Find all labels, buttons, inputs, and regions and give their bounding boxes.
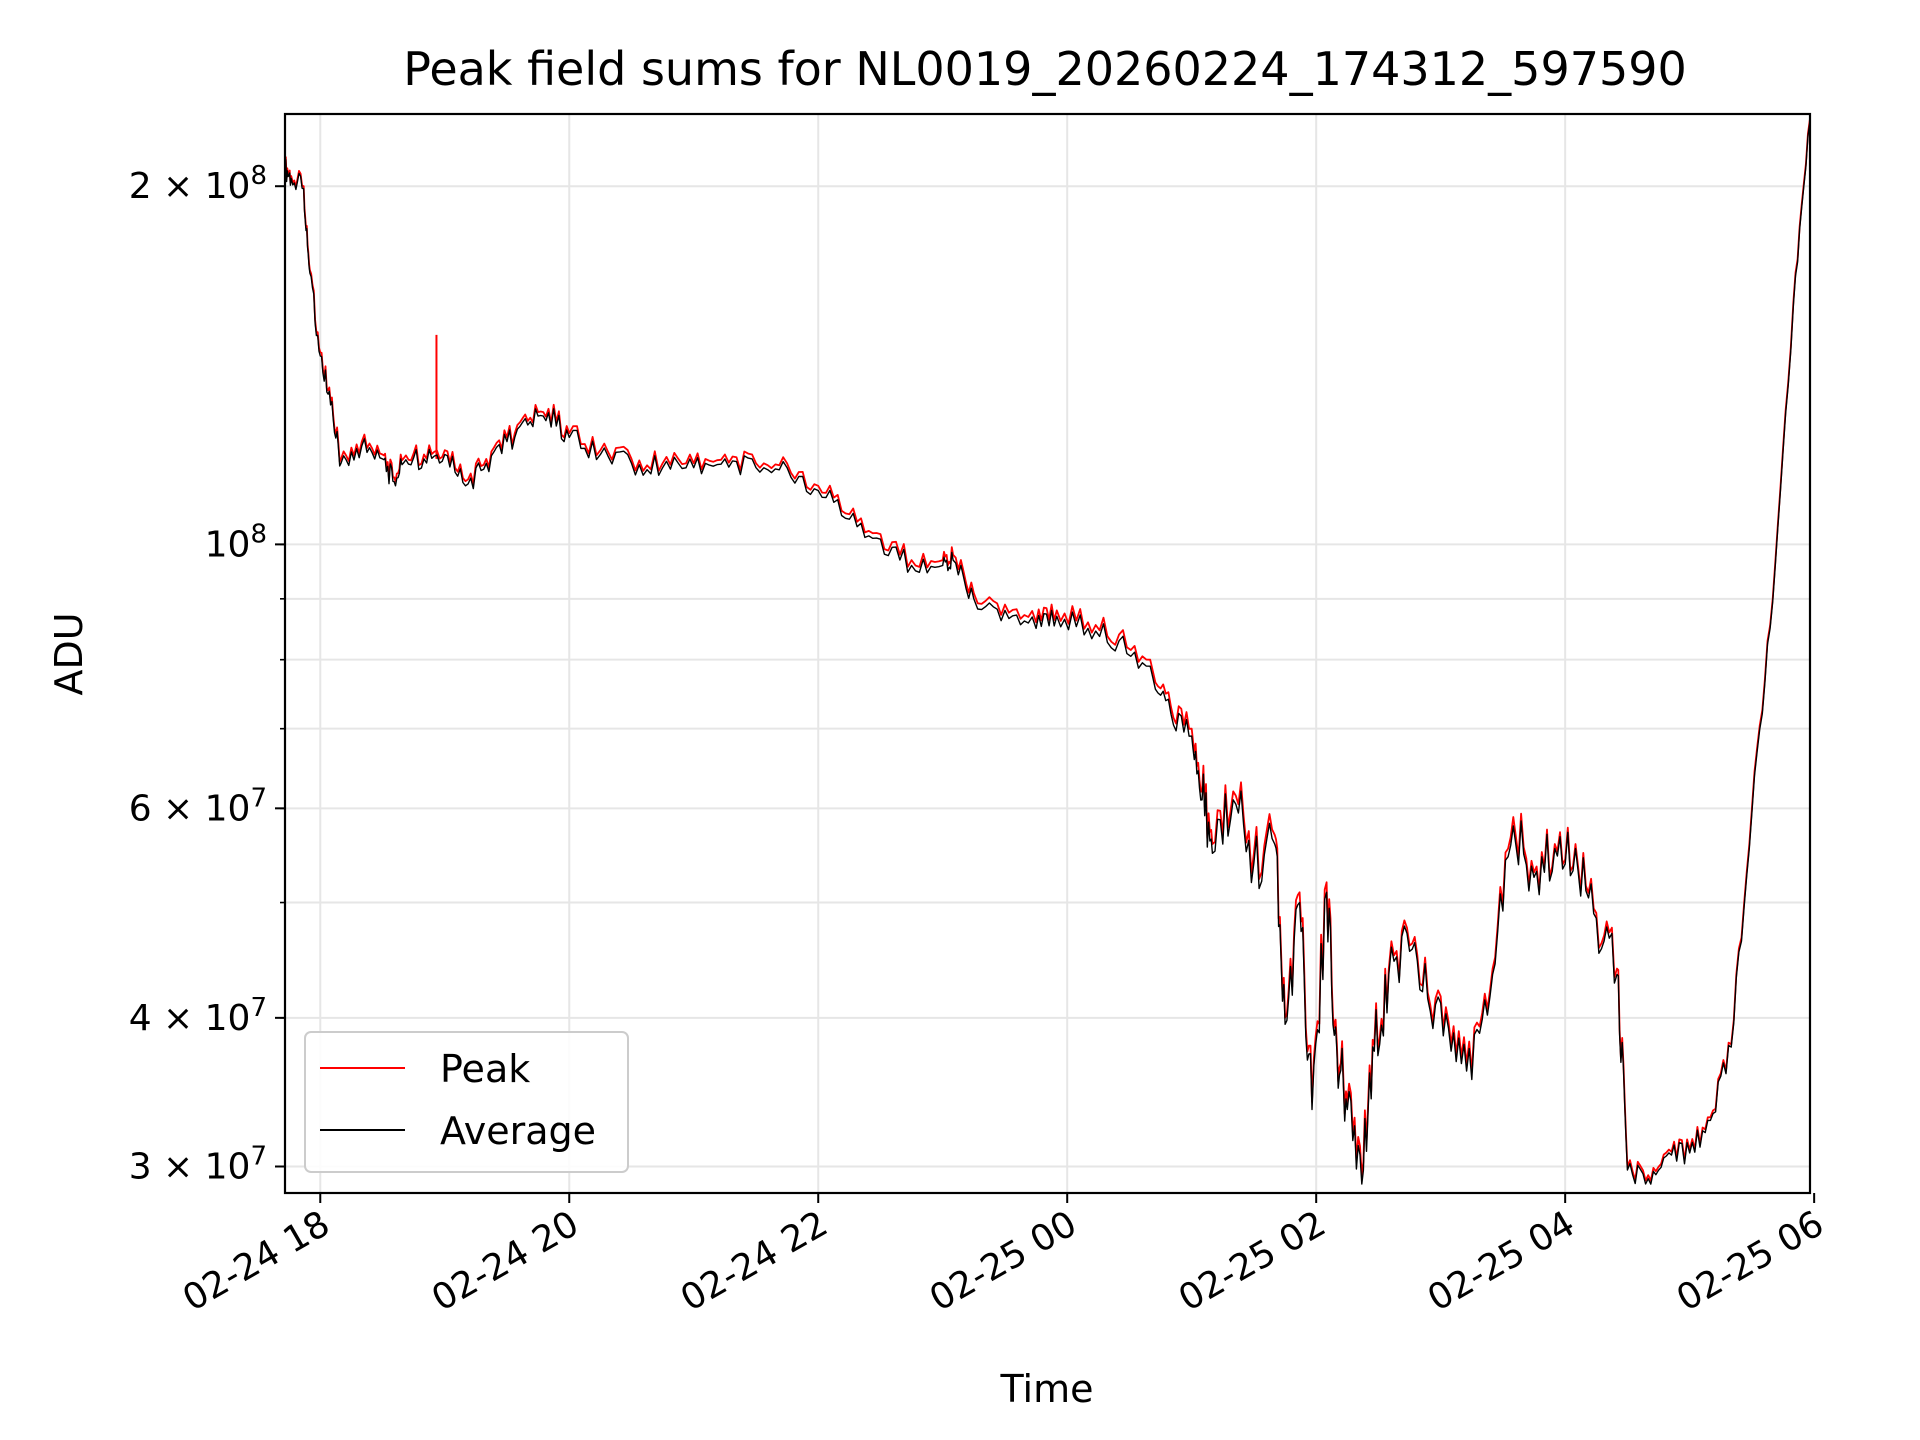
- y-axis: 3 × 107 4 × 107 6 × 107 108 2 × 108: [129, 161, 285, 1187]
- y-tick-label: 3 × 107: [129, 1141, 267, 1187]
- y-tick-label: 2 × 108: [129, 161, 267, 207]
- series-layer: [285, 118, 1810, 1185]
- y-tick-label: 4 × 107: [129, 993, 267, 1039]
- legend: Peak Average: [304, 1031, 629, 1173]
- chart-title: Peak field sums for NL0019_20260224_1743…: [403, 42, 1687, 96]
- series-line-average: [285, 120, 1810, 1185]
- x-axis-label: Time: [1000, 1367, 1094, 1411]
- grid-layer: [285, 114, 1810, 1193]
- y-tick-label: 108: [205, 519, 267, 565]
- y-tick-label: 6 × 107: [129, 783, 267, 829]
- legend-label-peak: Peak: [440, 1047, 530, 1091]
- plot-frame: [283, 112, 1812, 1195]
- y-axis-label: ADU: [47, 612, 91, 695]
- legend-label-average: Average: [440, 1109, 596, 1153]
